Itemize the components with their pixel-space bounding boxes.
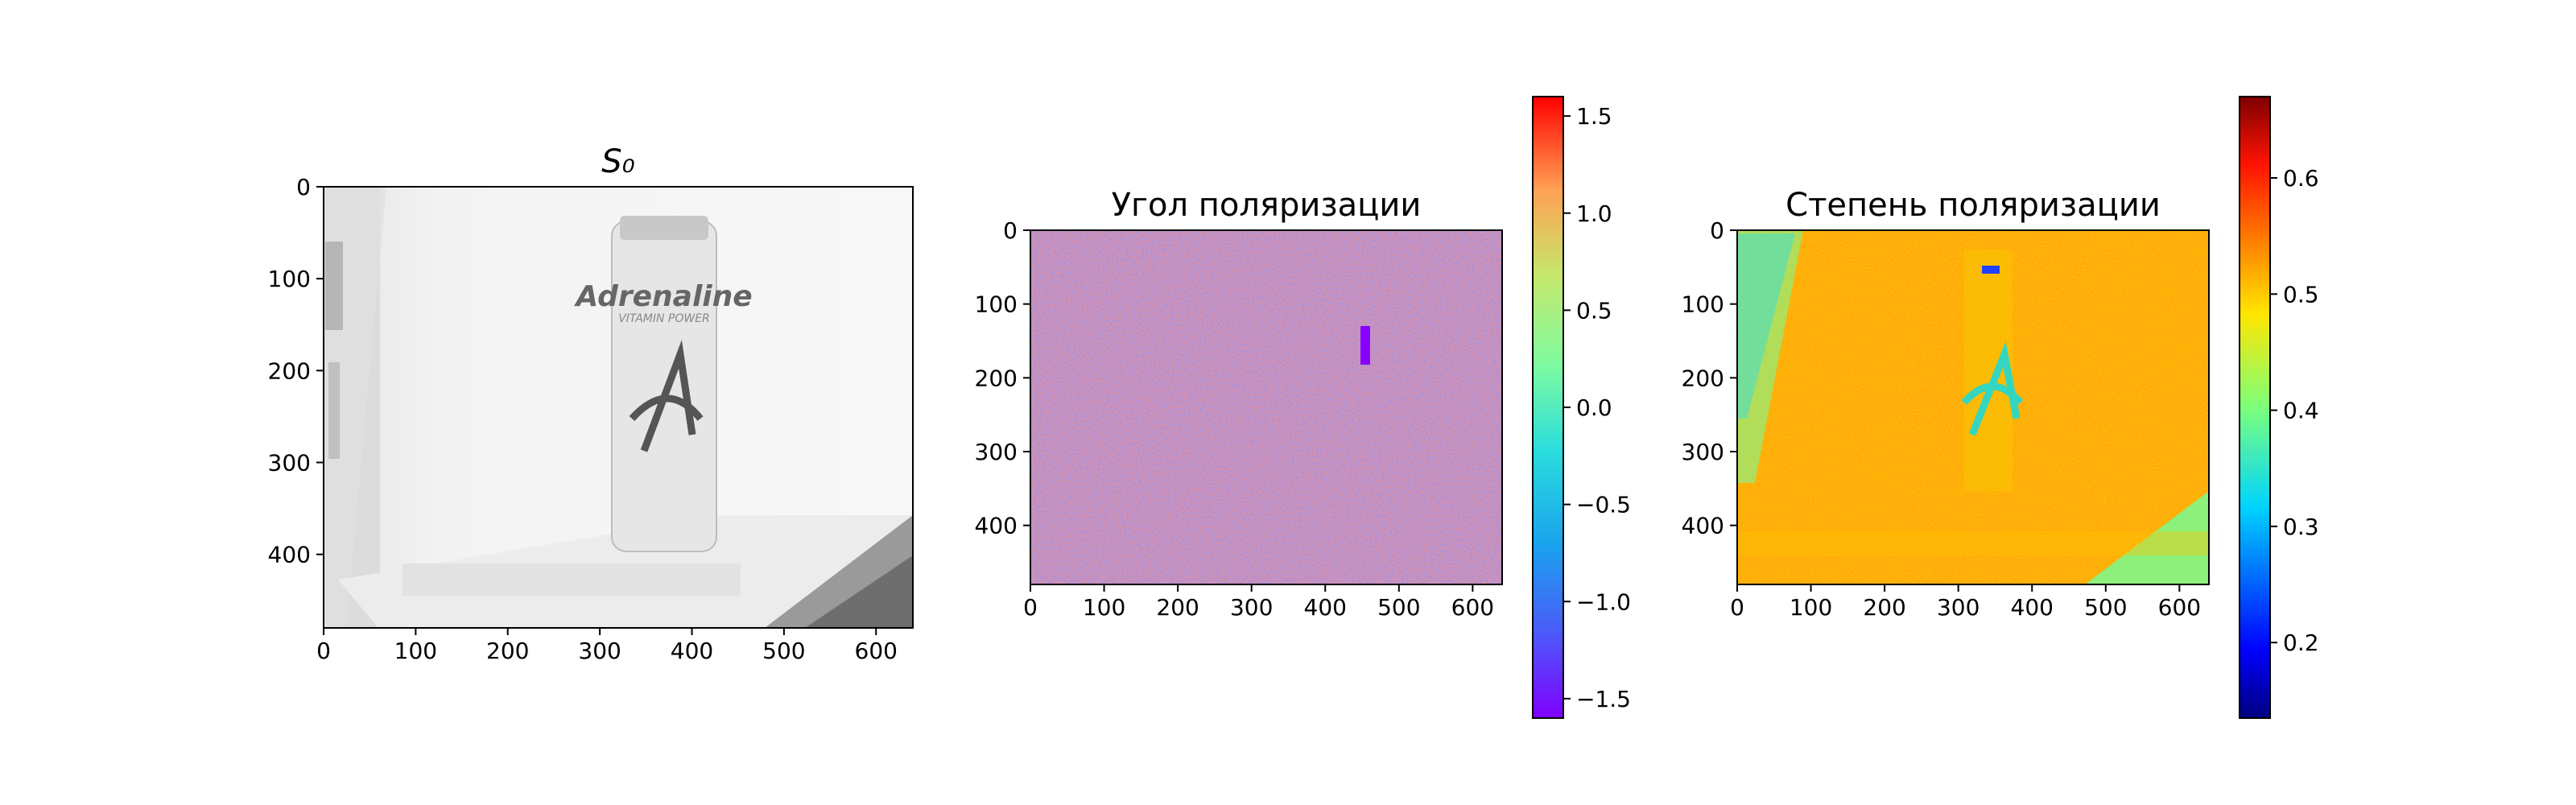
colorbar-tick-label: 1.0 bbox=[1576, 200, 1612, 227]
x-tick-label: 600 bbox=[855, 638, 898, 664]
panel-s0-title: S₀ bbox=[601, 143, 634, 180]
y-tick-label: 200 bbox=[975, 365, 1018, 391]
angle-image bbox=[1030, 230, 1502, 584]
colorbar-tick-label: 0.3 bbox=[2283, 514, 2319, 540]
colorbar-tick-label: 0.5 bbox=[2283, 281, 2319, 308]
y-tick-label: 100 bbox=[268, 266, 311, 292]
angle-colorbar bbox=[1532, 96, 1564, 719]
colorbar-tick-label: 0.0 bbox=[1576, 394, 1612, 421]
y-tick-label: 300 bbox=[975, 439, 1018, 465]
y-tick-label: 400 bbox=[975, 513, 1018, 539]
y-tick-label: 200 bbox=[268, 357, 311, 384]
panel-degree: Степень поляризации 0 100 200 300 400 500 6000… bbox=[1682, 96, 2319, 719]
y-tick-label: 400 bbox=[1682, 513, 1724, 539]
s0-image: Adrenaline VITAMIN POWER bbox=[324, 187, 913, 628]
colorbar-tick-label: 0.2 bbox=[2283, 630, 2319, 656]
x-tick-label: 0 bbox=[1730, 594, 1744, 621]
panel-angle-title: Угол поляризации bbox=[1112, 187, 1422, 224]
can-logo-text: Adrenaline bbox=[573, 280, 752, 313]
y-tick-label: 200 bbox=[1682, 365, 1724, 391]
x-tick-label: 200 bbox=[1156, 594, 1199, 621]
y-tick-label: 300 bbox=[268, 450, 311, 477]
colorbar-tick-label: −1.5 bbox=[1576, 686, 1631, 712]
x-tick-label: 500 bbox=[1377, 594, 1420, 621]
degree-image bbox=[1737, 230, 2209, 584]
panel-s0: S₀ Adrenaline VITAMIN POWER 0 100 200 300 40… bbox=[268, 143, 914, 664]
colorbar-tick-label: 0.4 bbox=[2283, 398, 2319, 424]
angle-colorbar-ticks: −1.5 −1.0 −0.5 0.0 0.5 1.0 1.5 bbox=[1563, 103, 1631, 712]
y-tick-label: 0 bbox=[296, 174, 311, 200]
panel-degree-title: Степень поляризации bbox=[1785, 187, 2161, 224]
degree-colorbar-ticks: 0.2 0.3 0.4 0.5 0.6 bbox=[2270, 165, 2319, 656]
can-subtitle-text: VITAMIN POWER bbox=[618, 312, 710, 325]
x-tick-label: 400 bbox=[671, 638, 713, 664]
y-tick-label: 300 bbox=[1682, 439, 1724, 465]
degree-axes: 0 100 200 300 400 500 600 0 100 200 300 400 bbox=[1682, 217, 2202, 621]
x-tick-label: 200 bbox=[1863, 594, 1905, 621]
x-tick-label: 0 bbox=[316, 638, 331, 664]
panel-angle: Угол поляризации 0 100 200 300 400 500 600 0 100… bbox=[975, 96, 1631, 719]
x-tick-label: 400 bbox=[1304, 594, 1347, 621]
colorbar-tick-label: 0.5 bbox=[1576, 297, 1612, 324]
x-tick-label: 0 bbox=[1023, 594, 1038, 621]
x-tick-label: 500 bbox=[762, 638, 805, 664]
x-tick-label: 300 bbox=[578, 638, 621, 664]
angle-axes: 0 100 200 300 400 500 600 0 100 200 300 400 bbox=[975, 217, 1495, 621]
y-tick-label: 400 bbox=[268, 542, 311, 568]
x-tick-label: 600 bbox=[2158, 594, 2201, 621]
colorbar-tick-label: 1.5 bbox=[1576, 103, 1612, 130]
x-tick-label: 500 bbox=[2084, 594, 2127, 621]
colorbar-tick-label: −1.0 bbox=[1576, 588, 1631, 615]
y-tick-label: 100 bbox=[1682, 291, 1724, 318]
colorbar-tick-label: 0.6 bbox=[2283, 165, 2319, 192]
y-tick-label: 0 bbox=[1710, 217, 1724, 244]
x-tick-label: 300 bbox=[1937, 594, 1979, 621]
y-tick-label: 0 bbox=[1003, 217, 1018, 244]
y-tick-label: 100 bbox=[975, 291, 1018, 318]
x-tick-label: 200 bbox=[486, 638, 529, 664]
degree-colorbar bbox=[2239, 96, 2271, 719]
colorbar-tick-label: −0.5 bbox=[1576, 492, 1631, 518]
x-tick-label: 400 bbox=[2011, 594, 2054, 621]
x-tick-label: 100 bbox=[1790, 594, 1832, 621]
x-tick-label: 300 bbox=[1230, 594, 1273, 621]
x-tick-label: 100 bbox=[1083, 594, 1125, 621]
s0-axes: 0 100 200 300 400 500 600 0 100 200 300 400 bbox=[268, 174, 898, 664]
x-tick-label: 600 bbox=[1451, 594, 1494, 621]
x-tick-label: 100 bbox=[394, 638, 437, 664]
